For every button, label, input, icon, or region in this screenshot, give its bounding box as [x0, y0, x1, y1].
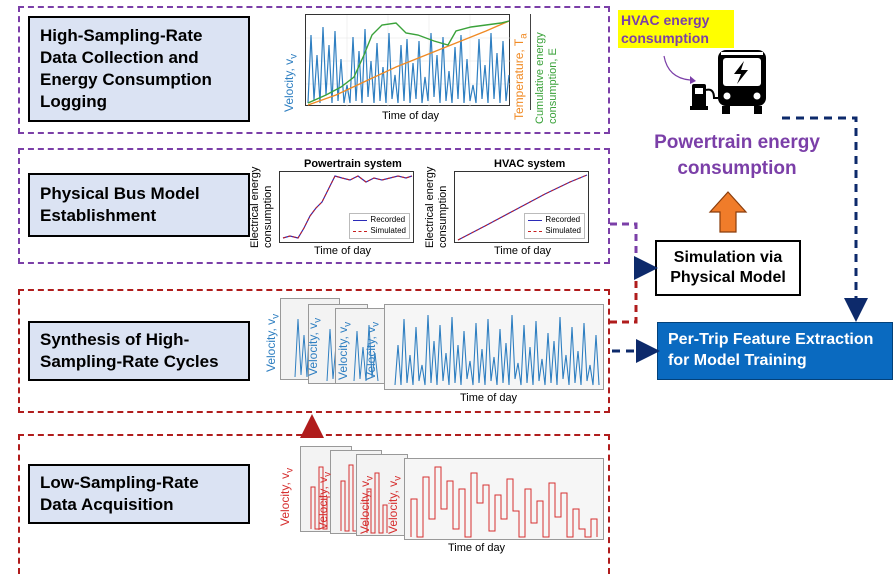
legend-recorded: Recorded [545, 215, 581, 225]
low-velocity-label-1: Velocity, vv [278, 467, 296, 526]
powertrain-time-label: Time of day [314, 245, 372, 257]
top-time-axis-label: Time of day [382, 110, 440, 122]
low-time-label: Time of day [448, 542, 506, 554]
section-physical-model [18, 148, 610, 264]
powertrain-plot: Recorded Simulated [279, 171, 414, 243]
powertrain-simulated-line [282, 175, 413, 239]
hvac-legend: Recorded Simulated [524, 213, 585, 239]
hvac-lines [457, 174, 588, 241]
legend-simulated: Simulated [370, 226, 406, 236]
stage-low-sampling-label: Low-Sampling-Rate Data Acquisition [40, 472, 199, 514]
low-velocity-label-4: Velocity, vv [386, 475, 404, 534]
top-velocity-plot [305, 14, 511, 107]
hvac-simulated-line [457, 174, 588, 241]
synth-velocity-label-1: Velocity, vv [264, 313, 282, 372]
synth-velocity-label-3: Velocity, vv [336, 321, 354, 380]
legend-recorded: Recorded [370, 215, 406, 225]
powertrain-energy-label: Powertrain energy consumption [654, 132, 820, 179]
low-velocity-label-2: Velocity, vv [316, 471, 334, 530]
section-data-collection [18, 6, 610, 134]
axis-divider [530, 14, 531, 110]
up-arrow-icon [708, 191, 748, 233]
powertrain-lines [282, 175, 413, 239]
section-synthesis [18, 289, 610, 413]
synth-main-line [394, 314, 600, 386]
arrow-synth-to-sim [610, 268, 638, 324]
feature-extraction-box: Per-Trip Feature Extraction for Model Tr… [657, 322, 893, 380]
hvac-energy-label: HVAC energy consumption [618, 10, 734, 49]
arrow-physical-to-sim [610, 222, 638, 268]
hvac-curve-arrow [663, 55, 696, 84]
synth-cycle-main [384, 304, 604, 390]
synth-time-label: Time of day [460, 392, 518, 404]
powertrain-title: Powertrain system [304, 158, 402, 170]
energy-series-line [307, 20, 510, 104]
low-main-line [410, 466, 598, 538]
low-velocity-label-3: Velocity, vv [358, 475, 376, 534]
top-plot-lines [306, 15, 511, 107]
hvac-time-label: Time of day [494, 245, 552, 257]
bus-charging-icon [690, 50, 766, 114]
stage-data-collection: High-Sampling-Rate Data Collection and E… [28, 16, 250, 122]
simulation-label: Simulation via Physical Model [670, 249, 786, 286]
stage-physical-model: Physical Bus Model Establishment [28, 173, 250, 237]
legend-simulated: Simulated [545, 226, 581, 236]
temperature-axis-label: Temperature, Ta [512, 33, 530, 120]
feature-extraction-label: Per-Trip Feature Extraction for Model Tr… [668, 331, 874, 369]
low-cycle-main [404, 458, 604, 540]
simulation-box: Simulation via Physical Model [655, 240, 801, 296]
hvac-title: HVAC system [494, 158, 566, 170]
top-velocity-axis-label: Velocity, vv [282, 53, 300, 112]
stage-physical-model-label: Physical Bus Model Establishment [40, 183, 200, 225]
hvac-y-label: Electrical energy consumption [424, 166, 450, 248]
stage-synthesis: Synthesis of High-Sampling-Rate Cycles [28, 321, 250, 381]
hvac-plot: Recorded Simulated [454, 171, 589, 243]
synth-velocity-label-2: Velocity, vv [306, 317, 324, 376]
temperature-series-line [307, 20, 510, 106]
synth-velocity-label-4: Velocity, vv [364, 321, 382, 380]
powertrain-y-label: Electrical energy consumption [249, 166, 275, 248]
stage-data-collection-label: High-Sampling-Rate Data Collection and E… [40, 25, 212, 112]
stage-low-sampling: Low-Sampling-Rate Data Acquisition [28, 464, 250, 524]
energy-axis-label: Cumulative energy consumption, E [534, 32, 560, 124]
stage-synthesis-label: Synthesis of High-Sampling-Rate Cycles [40, 329, 219, 371]
powertrain-legend: Recorded Simulated [349, 213, 410, 239]
velocity-series-line [307, 26, 510, 104]
